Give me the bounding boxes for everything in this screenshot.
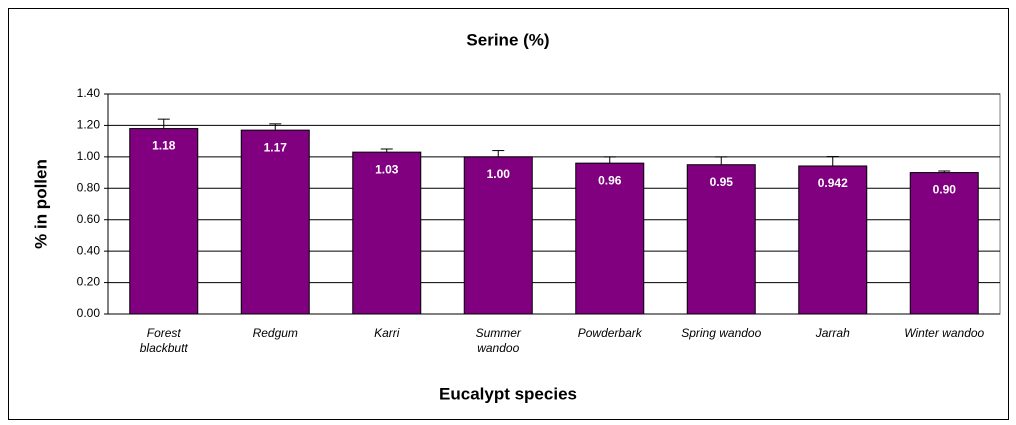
bar xyxy=(463,156,533,315)
data-label: 1.00 xyxy=(487,167,511,181)
bar xyxy=(686,164,756,315)
data-label: 0.942 xyxy=(818,176,848,190)
y-tick-label: 0.80 xyxy=(77,180,101,194)
y-tick-label: 0.60 xyxy=(77,212,101,226)
y-tick-label: 0.00 xyxy=(77,306,101,320)
y-tick-label: 0.40 xyxy=(77,243,101,257)
y-tick-label: 1.20 xyxy=(77,118,101,132)
y-tick-label: 0.20 xyxy=(77,275,101,289)
x-tick-label: Redgum xyxy=(252,326,298,340)
x-tick-label: Winter wandoo xyxy=(904,326,985,340)
x-tick-label: Forest blackbutt xyxy=(139,326,188,355)
bar xyxy=(798,165,868,315)
x-tick-label: Jarrah xyxy=(815,326,850,340)
x-tick-label: Spring wandoo xyxy=(681,326,762,340)
bar xyxy=(909,172,979,315)
y-axis-title: % in pollen xyxy=(31,159,50,249)
bar xyxy=(575,162,645,315)
data-label: 0.96 xyxy=(598,173,622,187)
data-label: 1.03 xyxy=(375,162,399,176)
x-tick-label: Karri xyxy=(374,326,400,340)
data-label: 0.95 xyxy=(710,175,734,189)
y-tick-label: 1.40 xyxy=(77,86,101,100)
bar xyxy=(129,128,199,315)
bar xyxy=(240,129,310,315)
x-axis-title: Eucalypt species xyxy=(439,384,577,403)
data-label: 0.90 xyxy=(933,183,957,197)
chart-title: Serine (%) xyxy=(466,30,549,49)
x-tick-label: Powderbark xyxy=(577,326,642,340)
data-label: 1.17 xyxy=(264,140,288,154)
data-label: 1.18 xyxy=(152,139,176,153)
bar xyxy=(352,151,422,315)
y-tick-label: 1.00 xyxy=(77,149,101,163)
x-tick-label: Summer wandoo xyxy=(475,326,521,355)
